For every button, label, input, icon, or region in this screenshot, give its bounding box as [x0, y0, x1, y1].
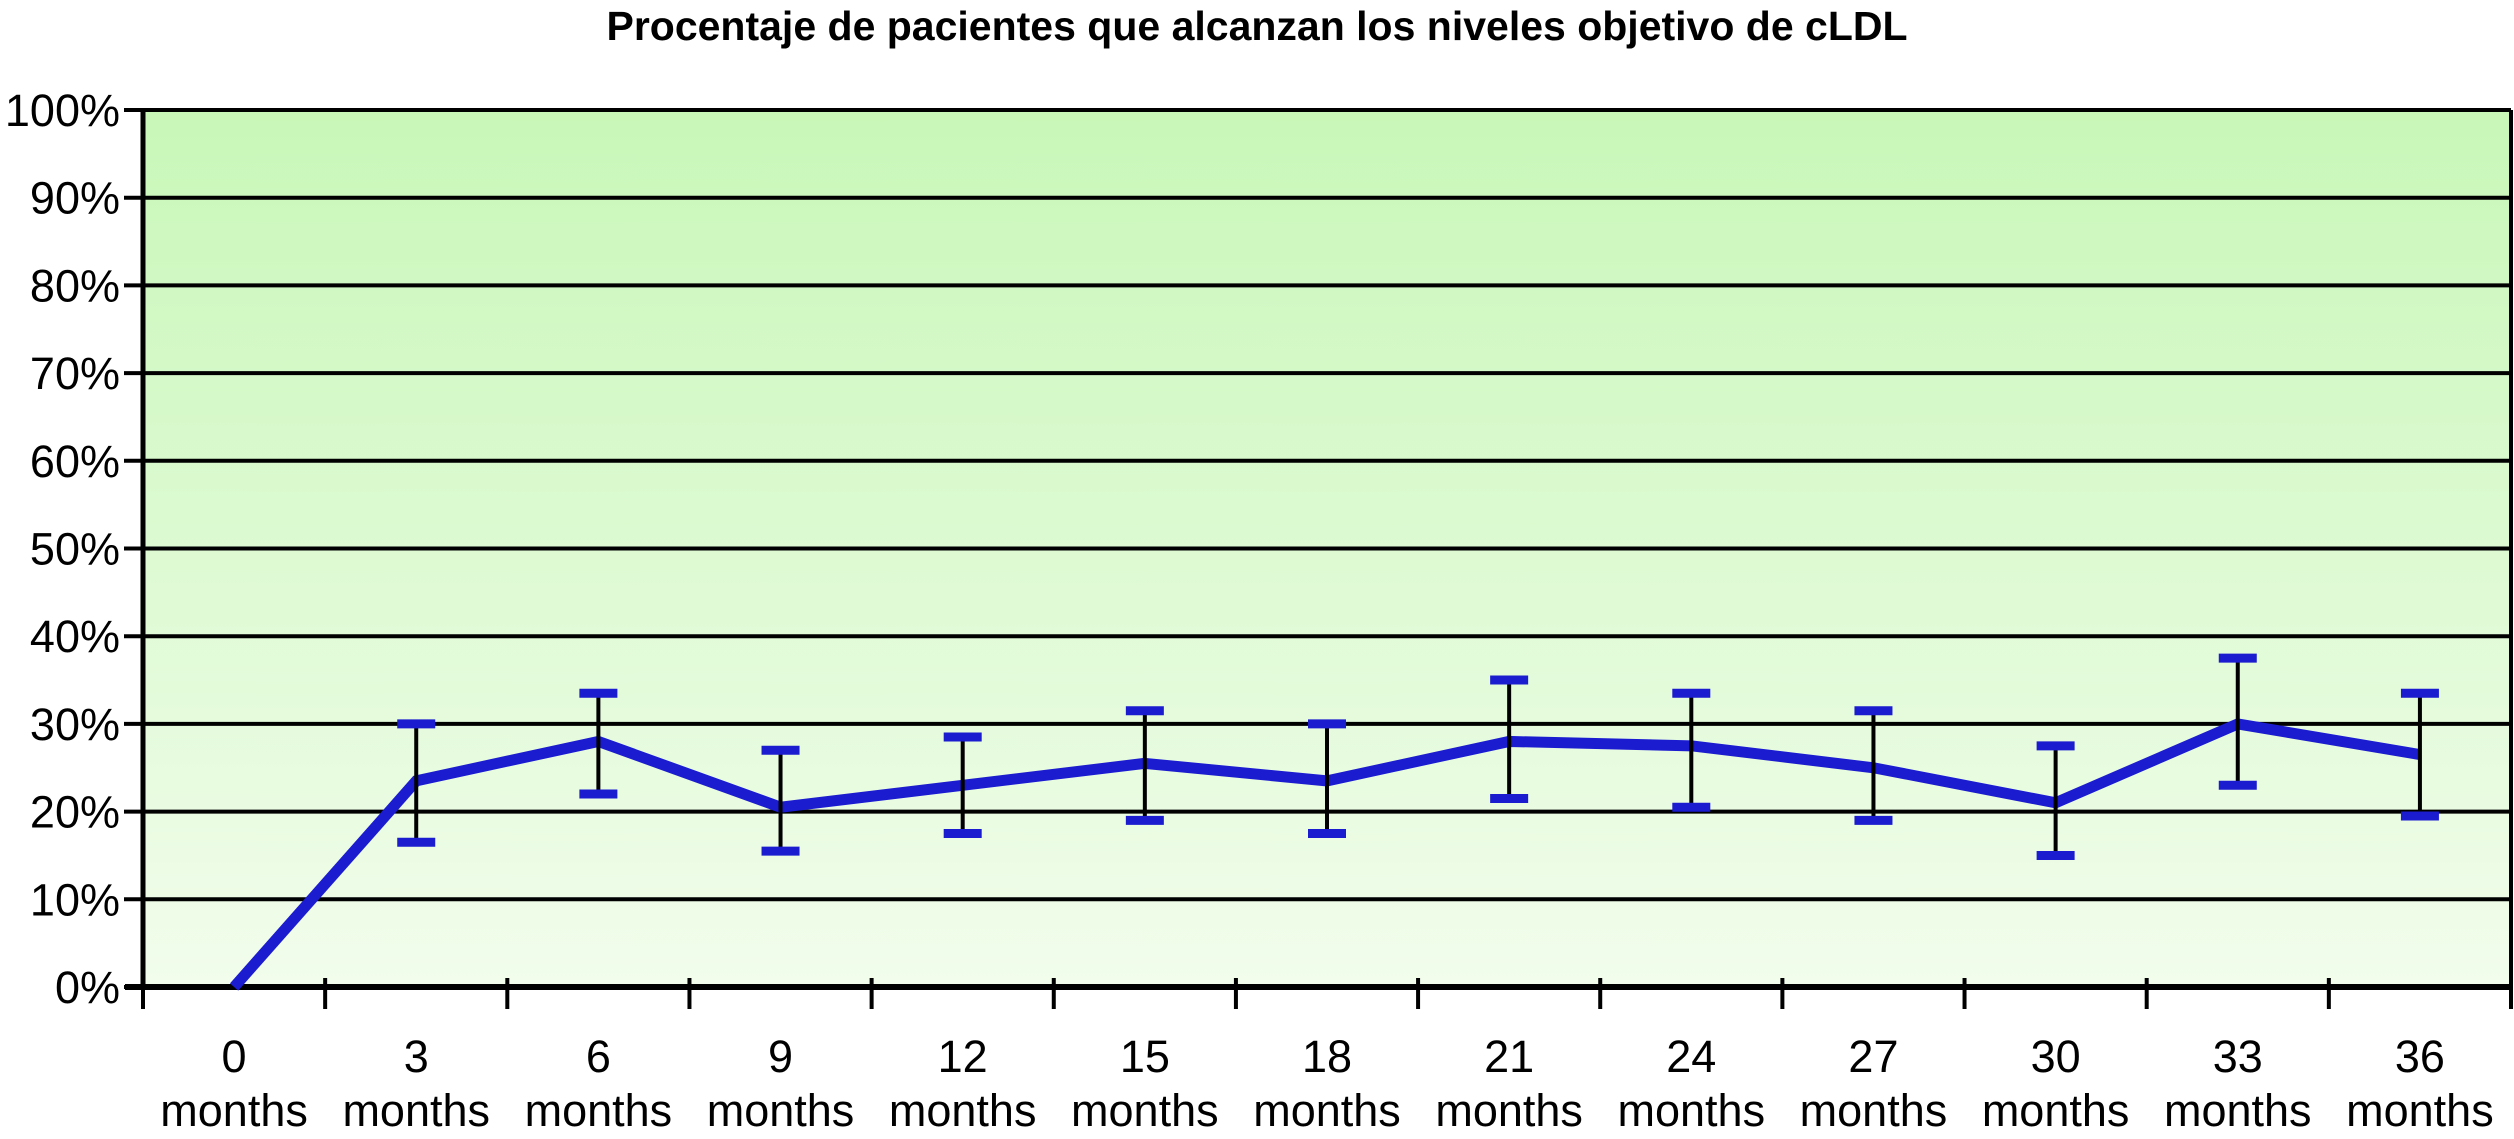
x-tick-label: 9 [768, 1031, 793, 1082]
chart-title: Procentaje de pacientes que alcanzan los… [606, 3, 1908, 49]
x-tick-label-unit: months [342, 1085, 490, 1136]
y-tick-label: 90% [30, 173, 120, 224]
y-tick-label: 20% [30, 787, 120, 838]
x-tick-label-unit: months [1800, 1085, 1948, 1136]
x-tick-label: 6 [586, 1031, 611, 1082]
x-tick-label-unit: months [160, 1085, 308, 1136]
x-tick-label: 36 [2395, 1031, 2445, 1082]
y-tick-label: 60% [30, 436, 120, 487]
x-tick-label: 18 [1302, 1031, 1352, 1082]
x-tick-label: 3 [404, 1031, 429, 1082]
x-tick-label-unit: months [1253, 1085, 1401, 1136]
x-tick-label: 33 [2213, 1031, 2263, 1082]
y-tick-label: 40% [30, 611, 120, 662]
x-tick-label: 27 [1848, 1031, 1898, 1082]
x-tick-label-unit: months [2346, 1085, 2494, 1136]
y-tick-label: 70% [30, 348, 120, 399]
x-tick-label-unit: months [525, 1085, 673, 1136]
x-tick-label-unit: months [1071, 1085, 1219, 1136]
y-tick-label: 100% [5, 85, 120, 136]
x-tick-label-unit: months [1435, 1085, 1583, 1136]
y-tick-label: 80% [30, 260, 120, 311]
x-tick-label: 15 [1120, 1031, 1170, 1082]
x-tick-label: 30 [2031, 1031, 2081, 1082]
x-tick-label-unit: months [1618, 1085, 1766, 1136]
x-tick-label-unit: months [889, 1085, 1037, 1136]
x-tick-label: 24 [1666, 1031, 1716, 1082]
x-tick-label-unit: months [2164, 1085, 2312, 1136]
x-tick-label: 0 [222, 1031, 247, 1082]
x-tick-label-unit: months [707, 1085, 855, 1136]
x-tick-label-unit: months [1982, 1085, 2130, 1136]
x-tick-label: 12 [938, 1031, 988, 1082]
y-tick-label: 0% [55, 962, 120, 1013]
y-tick-label: 30% [30, 699, 120, 750]
x-tick-label: 21 [1484, 1031, 1534, 1082]
y-tick-label: 10% [30, 874, 120, 925]
y-tick-label: 50% [30, 524, 120, 575]
